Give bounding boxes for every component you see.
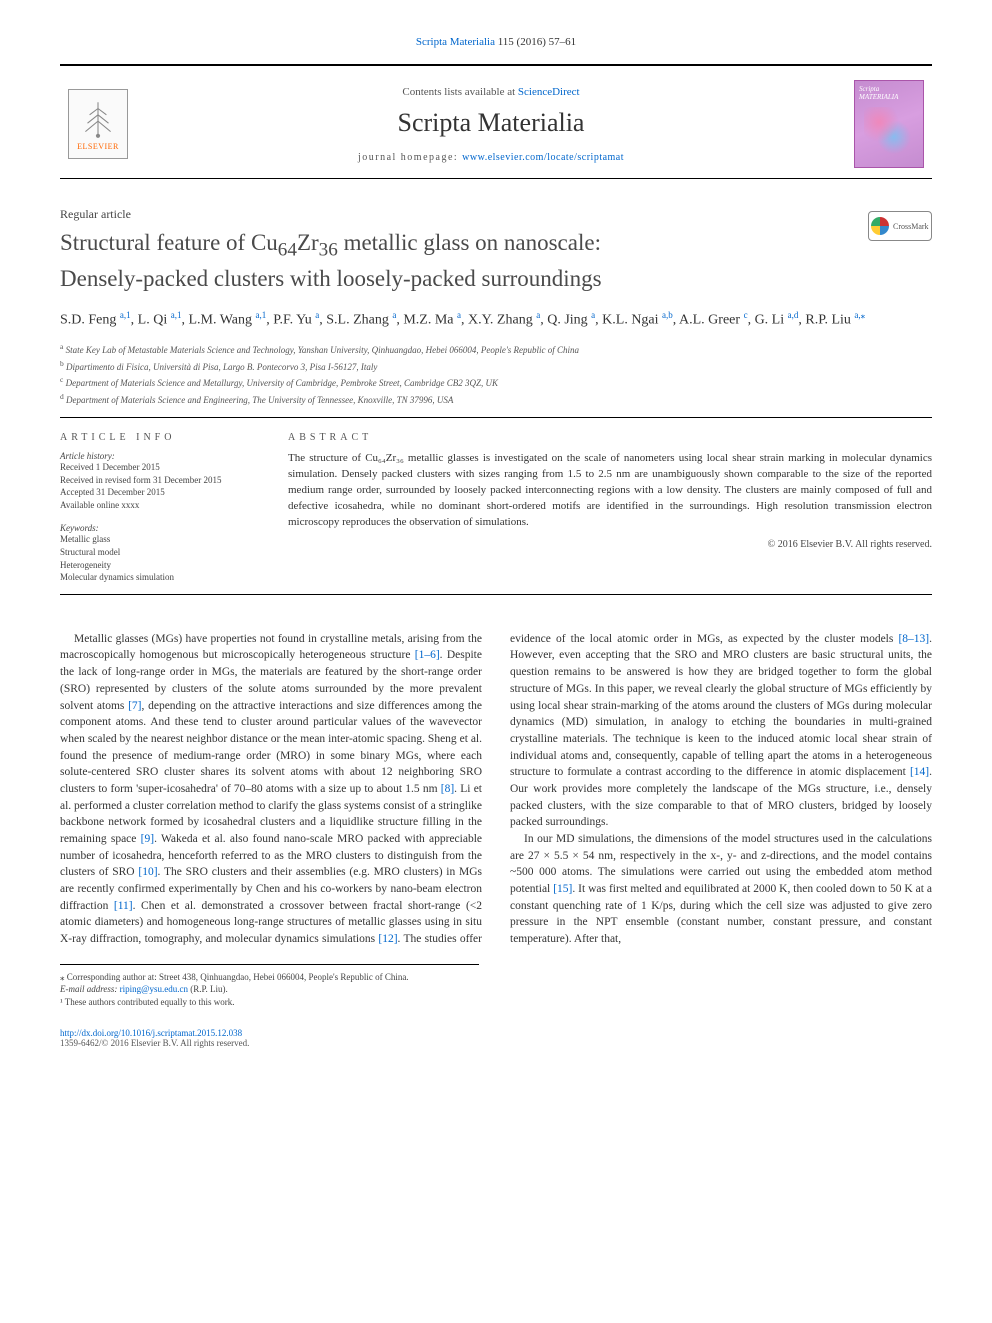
- affiliation: Department of Materials Science and Meta…: [63, 378, 498, 388]
- ref-link[interactable]: [8]: [441, 783, 454, 795]
- corresponding-link[interactable]: ⁎: [861, 310, 866, 320]
- author: , A.L. Greer: [673, 313, 744, 328]
- author: , K.L. Ngai: [595, 313, 662, 328]
- keyword: Heterogeneity: [60, 559, 260, 572]
- author: , G. Li: [748, 313, 788, 328]
- top-citation-link[interactable]: Scripta Materialia: [416, 36, 495, 48]
- author-affil-link[interactable]: a,1: [171, 310, 182, 320]
- homepage-line: journal homepage: www.elsevier.com/locat…: [140, 152, 842, 163]
- author: , R.P. Liu: [798, 313, 854, 328]
- ref-link[interactable]: [1–6]: [415, 649, 440, 661]
- journal-header: ELSEVIER Contents lists available at Sci…: [60, 64, 932, 179]
- abstract-copyright: © 2016 Elsevier B.V. All rights reserved…: [288, 539, 932, 550]
- cover-art-icon: [864, 107, 914, 157]
- author-affil-link[interactable]: a,1: [120, 310, 131, 320]
- keywords: Metallic glass Structural model Heteroge…: [60, 533, 260, 583]
- homepage-label: journal homepage:: [358, 152, 462, 163]
- author-affil-link[interactable]: a,d: [788, 310, 799, 320]
- history-line: Available online xxxx: [60, 499, 260, 512]
- author: , L.M. Wang: [181, 313, 255, 328]
- crossmark-badge[interactable]: CrossMark: [868, 211, 932, 241]
- author-affil-link[interactable]: a,1: [256, 310, 267, 320]
- body-text: Metallic glasses (MGs) have properties n…: [60, 631, 932, 948]
- top-citation: Scripta Materialia 115 (2016) 57–61: [60, 36, 932, 48]
- elsevier-text: ELSEVIER: [77, 142, 119, 151]
- abstract-text: The structure of Cu₆₄Zr₃₆ metallic glass…: [288, 451, 932, 531]
- journal-cover: Scripta MATERIALIA: [854, 80, 924, 168]
- author: , Q. Jing: [540, 313, 591, 328]
- affiliation: Department of Materials Science and Engi…: [64, 395, 454, 405]
- affiliation: Dipartimento di Fisica, Università di Pi…: [64, 362, 378, 372]
- elsevier-logo: ELSEVIER: [68, 89, 128, 159]
- footnotes: ⁎ Corresponding author at: Street 438, Q…: [60, 964, 479, 1009]
- email-link[interactable]: riping@ysu.edu.cn: [120, 984, 188, 994]
- author-affil-link[interactable]: a,b: [662, 310, 673, 320]
- ref-link[interactable]: [14]: [910, 766, 929, 778]
- article-title: Structural feature of Cu64Zr36 metallic …: [60, 228, 820, 293]
- ref-link[interactable]: [11]: [114, 900, 133, 912]
- abstract-header: ABSTRACT: [288, 432, 932, 443]
- history-line: Received in revised form 31 December 201…: [60, 474, 260, 487]
- history-line: Received 1 December 2015: [60, 461, 260, 474]
- ref-link[interactable]: [12]: [378, 933, 397, 945]
- contents-line: Contents lists available at ScienceDirec…: [140, 86, 842, 98]
- crossmark-icon: [871, 217, 889, 235]
- affiliation: State Key Lab of Metastable Materials Sc…: [63, 345, 579, 355]
- ref-link[interactable]: [9]: [141, 833, 154, 845]
- journal-name: Scripta Materialia: [140, 108, 842, 138]
- corresponding-note: ⁎ Corresponding author at: Street 438, Q…: [60, 971, 479, 984]
- elsevier-tree-icon: [77, 98, 119, 140]
- keyword: Metallic glass: [60, 533, 260, 546]
- ref-link[interactable]: [10]: [138, 866, 157, 878]
- keyword: Molecular dynamics simulation: [60, 571, 260, 584]
- contents-prefix: Contents lists available at: [402, 86, 517, 98]
- ref-link[interactable]: [15]: [553, 883, 572, 895]
- author: , S.L. Zhang: [319, 313, 392, 328]
- top-citation-text: 115 (2016) 57–61: [495, 36, 576, 48]
- doi-link[interactable]: http://dx.doi.org/10.1016/j.scriptamat.2…: [60, 1028, 242, 1038]
- cover-title: Scripta MATERIALIA: [859, 85, 919, 101]
- article-info-header: ARTICLE INFO: [60, 432, 260, 443]
- keyword: Structural model: [60, 546, 260, 559]
- author: S.D. Feng: [60, 313, 120, 328]
- ref-link[interactable]: [7]: [128, 700, 141, 712]
- author: , M.Z. Ma: [396, 313, 457, 328]
- history-label: Article history:: [60, 451, 260, 461]
- keywords-label: Keywords:: [60, 523, 260, 533]
- page-footer: http://dx.doi.org/10.1016/j.scriptamat.2…: [60, 1028, 932, 1048]
- authors: S.D. Feng a,1, L. Qi a,1, L.M. Wang a,1,…: [60, 309, 932, 331]
- equal-contrib-note: ¹ These authors contributed equally to t…: [60, 996, 479, 1009]
- issn-copyright: 1359-6462/© 2016 Elsevier B.V. All right…: [60, 1038, 249, 1048]
- ref-link[interactable]: [8–13]: [898, 633, 929, 645]
- crossmark-label: CrossMark: [893, 222, 929, 231]
- divider: [60, 594, 932, 595]
- affiliations: a State Key Lab of Metastable Materials …: [60, 341, 932, 407]
- sciencedirect-link[interactable]: ScienceDirect: [518, 86, 580, 98]
- author: , L. Qi: [131, 313, 171, 328]
- homepage-link[interactable]: www.elsevier.com/locate/scriptamat: [462, 152, 624, 163]
- article-type: Regular article: [60, 207, 932, 222]
- divider: [60, 417, 932, 418]
- email-label: E-mail address:: [60, 984, 120, 994]
- author: , P.F. Yu: [266, 313, 315, 328]
- history-line: Accepted 31 December 2015: [60, 486, 260, 499]
- author: , X.Y. Zhang: [461, 313, 536, 328]
- history: Received 1 December 2015 Received in rev…: [60, 461, 260, 511]
